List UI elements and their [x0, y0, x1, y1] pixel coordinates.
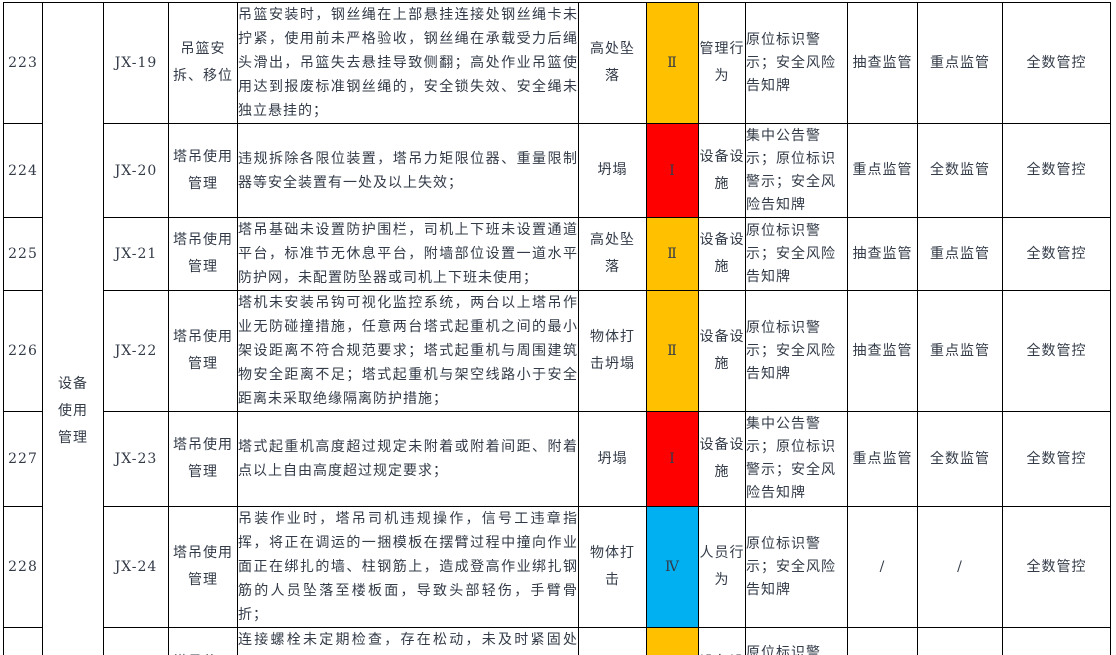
supervision-level-1-cell: 抽查监管 — [847, 217, 918, 291]
subcategory-cell: 塔吊使用管理 — [168, 290, 238, 412]
table-row: 228 JX-24 塔吊使用管理 吊装作业时，塔吊司机违规操作，信号工违章指挥，将正在… — [3, 506, 1111, 628]
supervision-level-3-cell: 全数管控 — [1002, 2, 1111, 124]
supervision-level-1-cell: / — [847, 506, 918, 628]
code-cell: JX-25 — [103, 627, 169, 655]
risk-level-cell: Ⅰ — [646, 123, 699, 218]
code-cell: JX-22 — [103, 290, 169, 412]
warning-measures-cell: 原位标识警示；安全风险告知牌 — [745, 506, 848, 628]
hazard-type-cell: 物体打击坍塌 — [578, 290, 647, 412]
row-number-cell: 228 — [3, 506, 43, 628]
supervision-level-2-cell: / — [917, 506, 1003, 628]
row-number-cell: 229 — [3, 627, 43, 655]
supervision-level-3-cell: 全数管控 — [1002, 627, 1111, 655]
supervision-level-3-cell: 全数管控 — [1002, 217, 1111, 291]
description-cell: 塔机未安装吊钩可视化监控系统，两台以上塔吊作业无防碰撞措施，任意两台塔式起重机之… — [237, 290, 579, 412]
table-row: 229 JX-25塔吊使用管理连接螺栓未定期检查，存在松动，未及时紧固处理；螺栓紧… — [3, 627, 1111, 655]
description-cell: 连接螺栓未定期检查，存在松动，未及时紧固处理；螺栓紧固时拧紧力矩不达标或主弦干上… — [237, 627, 579, 655]
table-body: 223 设备使用管理 JX-19 吊篮安拆、移位 吊篮安装时，钢丝绳在上部悬挂连接处钢丝… — [3, 2, 1111, 655]
supervision-level-1-cell: 抽查监管 — [847, 2, 918, 124]
warning-measures-cell: 集中公告警示；原位标识警示；安全风险告知牌 — [745, 123, 848, 218]
subcategory-cell: 塔吊使用管理 — [168, 506, 238, 628]
supervision-level-2-cell: 全数监管 — [917, 123, 1003, 218]
row-number-cell: 226 — [3, 290, 43, 412]
subcategory-cell: 塔吊使用管理 — [168, 123, 238, 218]
description-cell: 吊装作业时，塔吊司机违规操作，信号工违章指挥，将正在调运的一捆模板在摆臂过程中撞… — [237, 506, 579, 628]
description-cell: 违规拆除各限位装置，塔吊力矩限位器、重量限制器等安全装置有一处及以上失效； — [237, 123, 579, 218]
risk-source-type-cell: 设备设施 — [698, 290, 746, 412]
risk-level-cell: Ⅱ — [646, 627, 699, 655]
supervision-level-1-cell: 抽查监管 — [847, 627, 918, 655]
supervision-level-3-cell: 全数管控 — [1002, 123, 1111, 218]
supervision-level-1-cell: 重点监管 — [847, 123, 918, 218]
risk-control-table: 223 设备使用管理 JX-19 吊篮安拆、移位 吊篮安装时，钢丝绳在上部悬挂连接处钢丝… — [3, 2, 1111, 655]
supervision-level-2-cell: 重点监管 — [917, 627, 1003, 655]
code-cell: JX-24 — [103, 506, 169, 628]
risk-source-type-cell: 设备设施 — [698, 627, 746, 655]
supervision-level-3-cell: 全数管控 — [1002, 290, 1111, 412]
subcategory-cell: 塔吊使用管理 — [168, 217, 238, 291]
risk-level-cell: Ⅰ — [646, 411, 699, 507]
table-row: 226 JX-22 塔吊使用管理 塔机未安装吊钩可视化监控系统，两台以上塔吊作业无防碰… — [3, 290, 1111, 412]
supervision-level-3-cell: 全数管控 — [1002, 411, 1111, 507]
supervision-level-2-cell: 重点监管 — [917, 290, 1003, 412]
code-cell: JX-23 — [103, 411, 169, 507]
supervision-level-1-cell: 抽查监管 — [847, 290, 918, 412]
code-cell: JX-19 — [103, 2, 169, 124]
risk-source-type-cell: 设备设施 — [698, 123, 746, 218]
description-cell: 塔吊基础未设置防护围栏，司机上下班未设置通道平台，标准节无休息平台，附墙部位设置… — [237, 217, 579, 291]
subcategory-cell: 塔吊使用管理 — [168, 627, 238, 655]
description-cell: 塔式起重机高度超过规定未附着或附着间距、附着点以上自由高度超过规定要求； — [237, 411, 579, 507]
supervision-level-2-cell: 全数监管 — [917, 411, 1003, 507]
row-number-cell: 225 — [3, 217, 43, 291]
risk-source-type-cell: 人员行为 — [698, 506, 746, 628]
code-cell: JX-21 — [103, 217, 169, 291]
row-number-cell: 223 — [3, 2, 43, 124]
table-row: 224 JX-20 塔吊使用管理 违规拆除各限位装置，塔吊力矩限位器、重量限制器等安全… — [3, 123, 1111, 218]
warning-measures-cell: 原位标识警示；安全风险告知牌 — [745, 217, 848, 291]
risk-level-cell: Ⅱ — [646, 2, 699, 124]
table-row: 227 JX-23 塔吊使用管理 塔式起重机高度超过规定未附着或附着间距、附着点以上自… — [3, 411, 1111, 507]
row-number-cell: 224 — [3, 123, 43, 218]
risk-level-cell: Ⅱ — [646, 290, 699, 412]
category-label: 设备使用管理 — [58, 376, 88, 446]
table-row: 225 JX-21 塔吊使用管理 塔吊基础未设置防护围栏，司机上下班未设置通道平台，标… — [3, 217, 1111, 291]
warning-measures-cell: 原位标识警示；安全风险告知牌 — [745, 627, 848, 655]
row-number-cell: 227 — [3, 411, 43, 507]
subcategory-cell: 吊篮安拆、移位 — [168, 2, 238, 124]
table-row: 223 设备使用管理 JX-19 吊篮安拆、移位 吊篮安装时，钢丝绳在上部悬挂连接处钢丝… — [3, 2, 1111, 655]
risk-level-cell: Ⅳ — [646, 506, 699, 628]
supervision-level-2-cell: 重点监管 — [917, 217, 1003, 291]
hazard-type-cell: 高处坠落 — [578, 217, 647, 291]
description-cell: 吊篮安装时，钢丝绳在上部悬挂连接处钢丝绳卡未拧紧，使用前未严格验收，钢丝绳在承载… — [237, 2, 579, 124]
risk-source-type-cell: 设备设施 — [698, 411, 746, 507]
warning-measures-cell: 集中公告警示；原位标识警示；安全风险告知牌 — [745, 411, 848, 507]
warning-measures-cell: 原位标识警示；安全风险告知牌 — [745, 2, 848, 124]
supervision-level-1-cell: 重点监管 — [847, 411, 918, 507]
risk-source-type-cell: 管理行为 — [698, 2, 746, 124]
hazard-type-cell: 高处坠落 — [578, 2, 647, 124]
hazard-type-cell: 物体打击 — [578, 506, 647, 628]
code-cell: JX-20 — [103, 123, 169, 218]
warning-measures-cell: 原位标识警示；安全风险告知牌 — [745, 290, 848, 412]
hazard-type-cell: 坍塌 — [578, 411, 647, 507]
subcategory-cell: 塔吊使用管理 — [168, 411, 238, 507]
risk-level-cell: Ⅱ — [646, 217, 699, 291]
hazard-type-cell: 坍塌 — [578, 123, 647, 218]
supervision-level-3-cell: 全数管控 — [1002, 506, 1111, 628]
hazard-type-cell: 坍塌 — [578, 627, 647, 655]
category-cell: 设备使用管理 — [42, 2, 104, 655]
risk-source-type-cell: 设备设施 — [698, 217, 746, 291]
supervision-level-2-cell: 重点监管 — [917, 2, 1003, 124]
